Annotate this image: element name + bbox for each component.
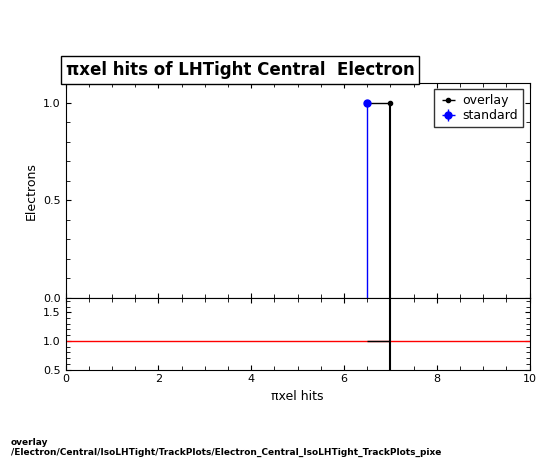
X-axis label: πxel hits: πxel hits [271, 390, 324, 403]
Legend: overlay, standard: overlay, standard [434, 90, 524, 128]
Text: overlay
/Electron/Central/IsoLHTight/TrackPlots/Electron_Central_IsoLHTight_Trac: overlay /Electron/Central/IsoLHTight/Tra… [11, 438, 441, 457]
Y-axis label: Electrons: Electrons [25, 162, 38, 219]
Text: πxel hits of LHTight Central  Electron: πxel hits of LHTight Central Electron [66, 61, 414, 79]
